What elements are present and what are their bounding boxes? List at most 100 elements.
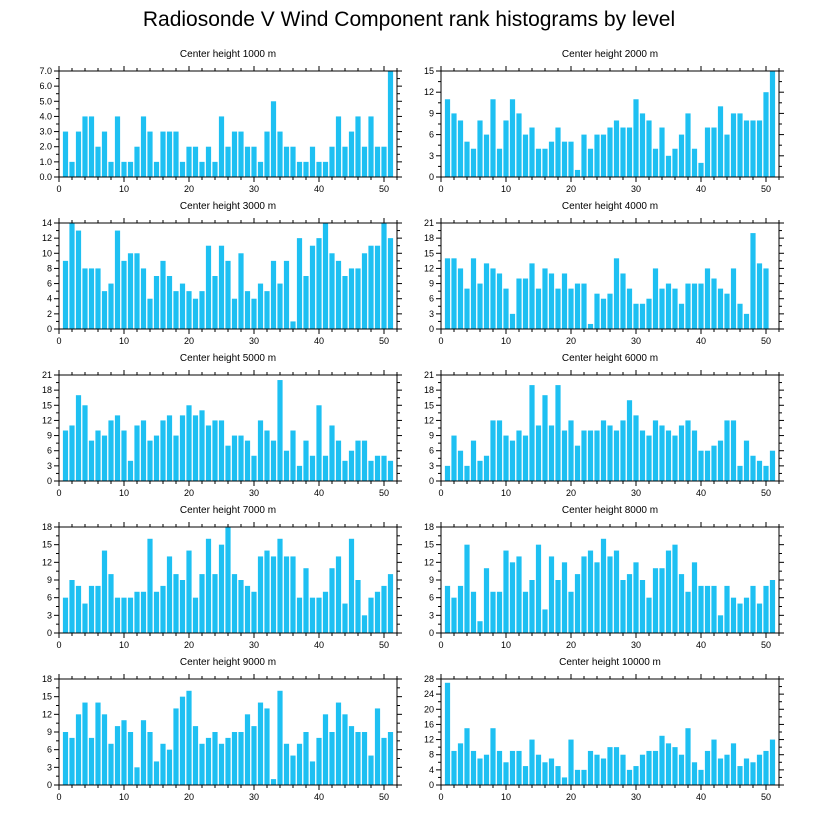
x-tick-label: 30 [249,336,259,346]
y-tick-label: 3 [47,461,52,471]
y-tick-label: 15 [42,692,52,702]
histogram-bar [225,260,231,329]
histogram-bar [296,465,303,481]
histogram-bar [244,714,251,785]
histogram-bar [166,556,173,633]
histogram-bar [509,440,516,481]
histogram-bar [231,435,238,481]
histogram-bar [277,690,283,785]
x-tick-label: 40 [314,640,324,650]
histogram-bar [659,735,665,785]
histogram-bar [763,750,769,785]
histogram-bar [581,134,587,177]
histogram-bar [587,148,594,177]
y-tick-label: 18 [424,522,434,532]
histogram-bar [127,161,134,177]
histogram-bar [179,415,186,481]
histogram-bar [101,550,108,633]
histogram-bar [737,303,743,329]
x-tick-label: 30 [249,488,259,498]
histogram-bar [101,435,108,481]
histogram-bar [769,71,776,177]
histogram-bar [121,430,127,481]
histogram-bar [134,591,140,633]
histogram-bar [140,116,147,177]
y-tick-label: 3 [429,151,434,161]
histogram-bar [361,732,368,785]
x-tick-label: 30 [631,488,641,498]
histogram-bar [225,445,231,481]
histogram-bar [95,268,101,329]
panel-title: Center height 4000 m [562,201,658,212]
histogram-bar [173,131,179,177]
histogram-bar [173,574,179,633]
histogram-bar [329,425,335,481]
histogram-bar [283,260,290,329]
histogram-bar [153,591,160,633]
histogram-bar [444,258,451,329]
y-tick-label: 6 [47,593,52,603]
histogram-bar [355,732,361,785]
histogram-bar [160,743,166,785]
histogram-bar [82,603,88,633]
histogram-bar [348,726,355,785]
panel-title: Center height 2000 m [562,49,658,60]
panel-title: Center height 6000 m [562,353,658,364]
histogram-bar [205,538,212,633]
histogram-bar [633,99,639,177]
y-tick-label: 6 [429,593,434,603]
histogram-bar [750,585,756,633]
histogram-bar [698,450,704,481]
x-tick-label: 40 [696,336,706,346]
histogram-bar [477,460,483,481]
histogram-bar [529,385,535,481]
histogram-bar [587,750,594,785]
histogram-bar [264,550,270,633]
histogram-bar [257,161,264,177]
y-tick-label: 12 [42,557,52,567]
histogram-bar [607,127,613,177]
histogram-bar [140,420,147,481]
histogram-bar [743,120,750,177]
histogram-bar [769,580,776,633]
x-tick-label: 40 [696,640,706,650]
histogram-bar [724,420,730,481]
x-tick-label: 30 [249,792,259,802]
histogram-bar [652,420,659,481]
histogram-bar [374,146,381,177]
x-tick-label: 0 [438,792,443,802]
y-tick-label: 0 [429,780,434,790]
y-tick-label: 6 [429,294,434,304]
histogram-bar [88,585,95,633]
histogram-bar [737,113,743,177]
histogram-bar [665,430,672,481]
x-tick-label: 0 [56,336,61,346]
histogram-bar [75,395,82,481]
histogram-bar [316,161,322,177]
histogram-bar [173,708,179,785]
y-tick-label: 18 [424,233,434,243]
histogram-bar [231,732,238,785]
histogram-bar [166,276,173,329]
histogram-bar [114,597,121,633]
y-tick-label: 7.0 [39,66,52,76]
histogram-bar [464,465,470,481]
histogram-bar [483,263,490,329]
histogram-bar [652,750,659,785]
x-tick-label: 0 [56,488,61,498]
histogram-bar [535,754,542,785]
histogram-bar [355,268,361,329]
y-tick-label: 6.0 [39,81,52,91]
histogram-bar [316,737,322,785]
x-tick-label: 10 [501,336,511,346]
y-tick-label: 6 [429,130,434,140]
y-tick-label: 4 [47,294,52,304]
histogram-bar [496,148,503,177]
histogram-bar [756,460,763,481]
histogram-bar [88,440,95,481]
x-tick-label: 10 [119,488,129,498]
histogram-bar [231,574,238,633]
histogram-bar [205,146,212,177]
histogram-bar [587,323,594,329]
histogram-bar [756,120,763,177]
